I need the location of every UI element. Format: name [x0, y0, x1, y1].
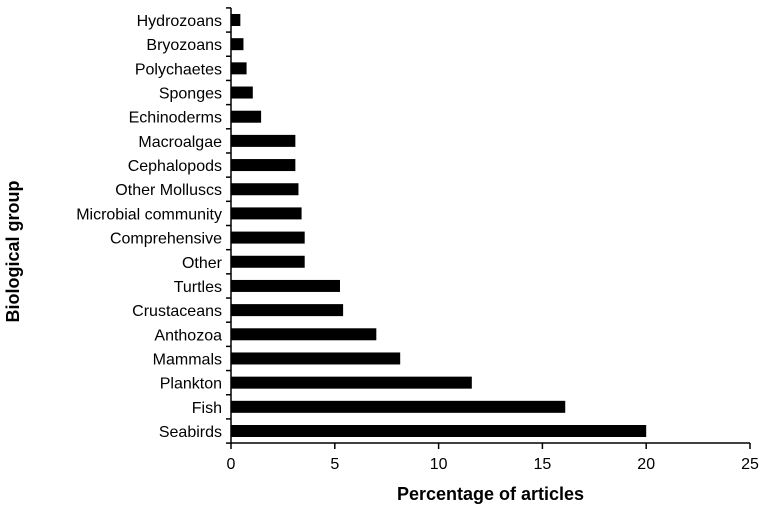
x-tick-label: 5	[330, 456, 339, 473]
x-tick-label: 25	[741, 456, 759, 473]
bar-sponges	[231, 86, 253, 99]
category-label: Anthozoa	[154, 327, 222, 344]
x-axis-title: Percentage of articles	[397, 484, 584, 504]
category-label: Other	[182, 255, 223, 272]
bar-cephalopods	[231, 159, 296, 172]
x-tick-label: 15	[534, 456, 552, 473]
bar-hydrozoans	[231, 14, 241, 26]
x-axis-ticks: 0 5 10 15 20 25	[227, 443, 759, 473]
bar-comprehensive	[231, 231, 305, 244]
category-label: Comprehensive	[110, 231, 222, 248]
category-label: Turtles	[174, 279, 222, 296]
bar-mammals	[231, 352, 401, 365]
category-label: Polychaetes	[135, 61, 222, 78]
category-label: Hydrozoans	[137, 13, 222, 30]
x-tick-label: 0	[227, 456, 236, 473]
category-labels: Hydrozoans Bryozoans Polychaetes Sponges Ech…	[76, 13, 222, 441]
bars-group	[231, 14, 647, 437]
bar-crustaceans	[231, 304, 344, 317]
category-label: Bryozoans	[146, 37, 222, 54]
bar-echinoderms	[231, 110, 262, 123]
bar-plankton	[231, 376, 472, 389]
bar-other-molluscs	[231, 183, 299, 196]
bar-polychaetes	[231, 62, 247, 75]
category-label: Microbial community	[76, 206, 222, 223]
bar-bryozoans	[231, 38, 244, 51]
category-label: Plankton	[160, 376, 222, 393]
bar-anthozoa	[231, 328, 377, 341]
category-label: Echinoderms	[129, 110, 222, 127]
category-label: Mammals	[153, 351, 222, 368]
bar-seabirds	[231, 425, 647, 437]
category-label: Crustaceans	[132, 303, 222, 320]
bar-other	[231, 255, 305, 268]
x-tick-label: 20	[637, 456, 655, 473]
category-label: Seabirds	[159, 424, 222, 441]
bar-macroalgae	[231, 134, 296, 147]
bar-microbial-community	[231, 207, 302, 220]
x-tick-label: 10	[430, 456, 448, 473]
category-label: Other Molluscs	[115, 182, 222, 199]
y-axis-title: Biological group	[3, 180, 23, 322]
category-label: Fish	[192, 400, 222, 417]
category-label: Macroalgae	[138, 134, 222, 151]
bar-turtles	[231, 279, 340, 292]
bar-fish	[231, 400, 566, 413]
category-label: Sponges	[159, 86, 222, 103]
y-axis-ticks	[226, 7, 231, 444]
category-label: Cephalopods	[128, 158, 222, 175]
